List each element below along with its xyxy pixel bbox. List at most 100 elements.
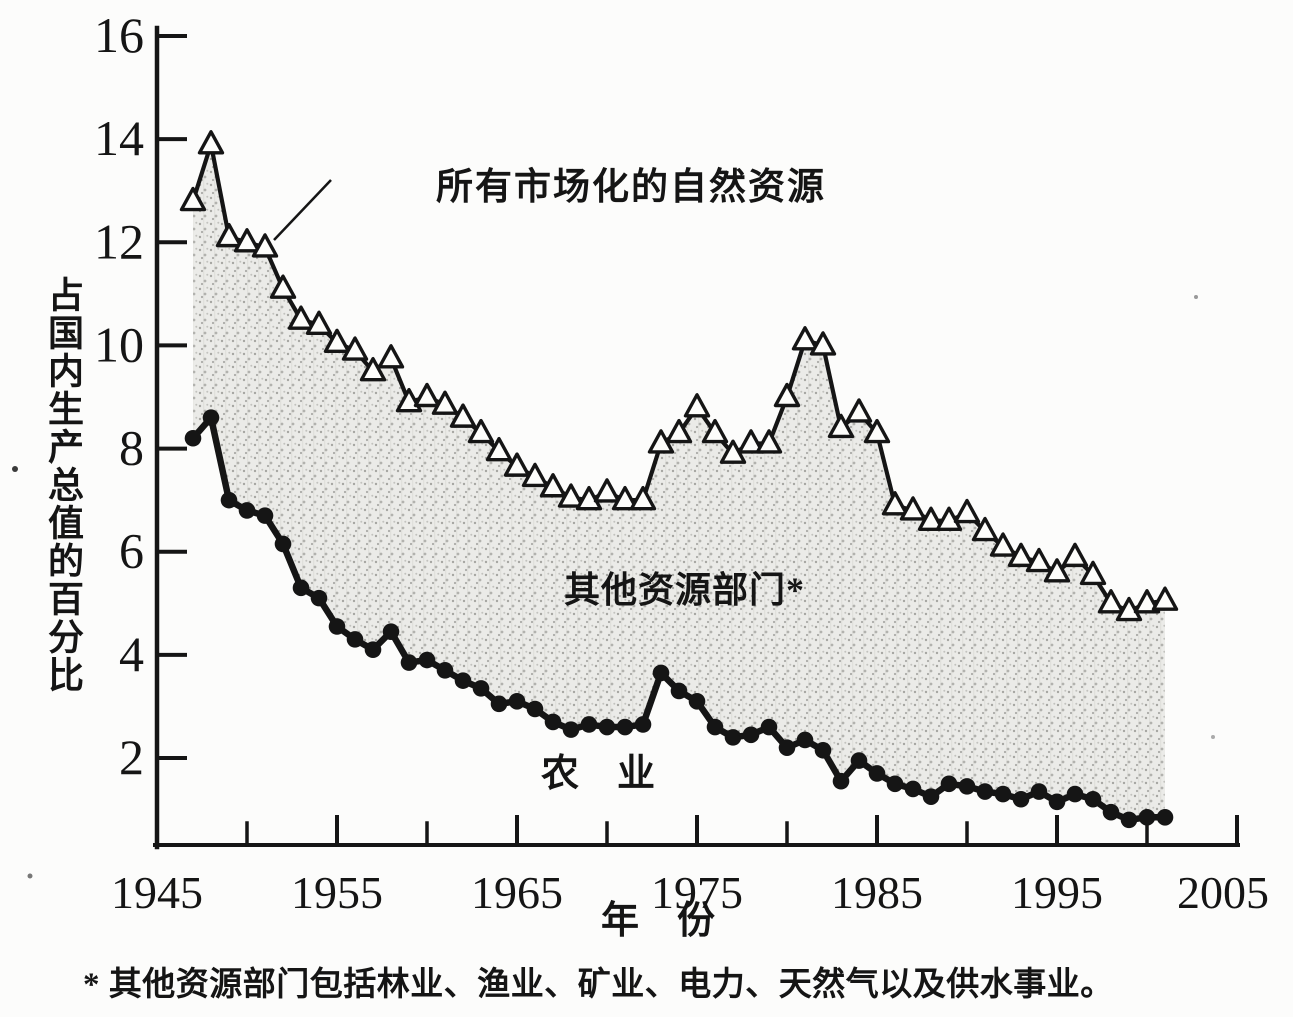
triangle-marker	[611, 485, 639, 511]
triangle-marker	[215, 222, 243, 248]
svg-text:1945: 1945	[111, 867, 203, 918]
svg-text:14: 14	[94, 110, 144, 166]
circle-marker	[904, 780, 922, 798]
shaded-region-label-other-sectors: 其他资源部门*	[564, 570, 806, 610]
triangle-marker	[791, 326, 819, 351]
circle-marker	[526, 700, 544, 718]
circle-marker	[490, 695, 508, 713]
svg-text:1975: 1975	[651, 867, 743, 918]
triangle-marker	[197, 130, 225, 155]
circle-marker	[328, 618, 346, 635]
circle-marker	[814, 741, 832, 759]
circle-marker	[202, 409, 220, 426]
circle-marker	[238, 502, 256, 519]
circle-marker	[940, 775, 958, 793]
triangle-marker	[359, 357, 387, 382]
triangle-marker	[899, 496, 927, 521]
svg-text:16: 16	[94, 7, 144, 63]
circle-marker	[886, 775, 904, 793]
circle-marker	[310, 589, 328, 607]
circle-marker	[436, 662, 454, 679]
circle-marker	[1138, 809, 1156, 826]
circle-marker	[454, 672, 472, 689]
shaded-region-other-sectors	[193, 144, 1165, 820]
triangle-marker	[1079, 560, 1107, 586]
triangle-marker	[179, 186, 207, 212]
triangle-marker	[593, 478, 621, 503]
series-all-marketed-natural-resources	[179, 130, 1179, 622]
svg-text:6: 6	[119, 523, 144, 579]
svg-text:2005: 2005	[1177, 867, 1269, 918]
circle-marker	[778, 739, 796, 756]
triangle-marker	[917, 506, 945, 531]
triangle-marker	[773, 382, 801, 408]
circle-marker	[616, 718, 634, 736]
triangle-marker	[827, 413, 855, 439]
scan-speck	[1194, 295, 1198, 299]
triangle-marker	[629, 485, 657, 511]
triangle-marker	[1097, 589, 1125, 614]
footnote: * 其他资源部门包括林业、渔业、矿业、电力、天然气以及供水事业。	[83, 967, 1114, 1003]
triangle-marker	[377, 344, 405, 369]
circle-marker	[832, 772, 850, 790]
circle-marker	[598, 718, 616, 736]
x-axis-label: 年 份	[601, 900, 716, 942]
circle-marker	[1012, 790, 1030, 808]
triangle-marker	[845, 398, 873, 423]
svg-text:4: 4	[119, 626, 144, 682]
triangle-marker	[575, 485, 603, 511]
annotation-all-marketed-natural-resources: 所有市场化的自然资源	[436, 167, 826, 208]
circle-marker	[994, 785, 1012, 803]
triangle-marker	[269, 274, 297, 299]
svg-text:8: 8	[119, 420, 144, 476]
circle-marker	[580, 716, 598, 733]
scan-speck	[1211, 735, 1215, 739]
circle-marker	[1102, 803, 1120, 821]
circle-marker	[1120, 811, 1138, 829]
circle-marker	[544, 713, 562, 731]
triangle-marker	[683, 393, 711, 418]
triangle-marker	[521, 462, 549, 488]
series-agriculture	[184, 409, 1174, 829]
svg-text:1955: 1955	[291, 867, 383, 918]
svg-text:1985: 1985	[831, 867, 923, 918]
triangle-marker	[467, 418, 495, 444]
triangle-marker	[953, 498, 981, 524]
triangle-marker	[1061, 542, 1089, 568]
svg-text:2: 2	[119, 729, 144, 785]
circle-marker	[868, 765, 886, 782]
triangle-marker	[431, 390, 459, 415]
triangle-marker	[485, 436, 513, 462]
circle-marker	[634, 716, 652, 733]
triangle-marker	[287, 305, 315, 330]
triangle-marker	[557, 483, 585, 508]
circle-marker	[184, 429, 202, 447]
triangle-marker	[809, 331, 837, 356]
svg-text:12: 12	[94, 213, 144, 269]
annotation-leader-line	[273, 179, 332, 241]
triangle-marker	[341, 336, 369, 361]
svg-text:1995: 1995	[1011, 867, 1103, 918]
circle-marker	[688, 692, 706, 710]
circle-marker	[922, 788, 940, 805]
circle-marker	[1048, 793, 1066, 811]
triangle-marker	[1115, 596, 1143, 622]
circle-marker	[562, 721, 580, 738]
triangle-marker	[971, 516, 999, 542]
series-label-agriculture: 农 业	[541, 753, 656, 795]
circle-marker	[364, 641, 382, 658]
svg-text:10: 10	[94, 316, 144, 372]
circle-marker	[418, 651, 436, 669]
triangle-marker	[449, 403, 477, 428]
circle-marker	[652, 664, 670, 682]
triangle-marker	[1151, 586, 1179, 611]
triangle-marker	[503, 452, 531, 477]
triangle-marker	[1133, 589, 1161, 614]
triangle-marker	[1025, 547, 1053, 573]
scan-speck	[12, 466, 18, 472]
circle-marker	[670, 682, 688, 700]
circle-marker	[292, 579, 310, 597]
axes: 2 4 6 8 10 12 14 16 1945 1955 1965 1975 1985 1995 2005	[94, 7, 1269, 918]
